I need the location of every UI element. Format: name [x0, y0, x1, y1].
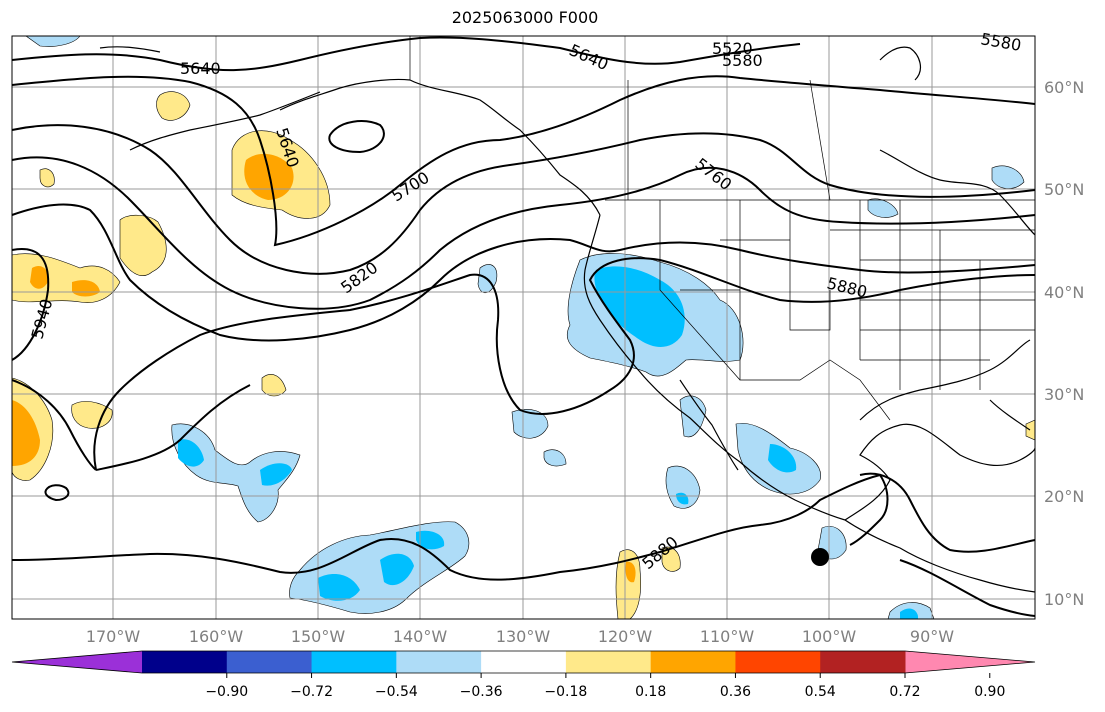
map-frame: [11, 35, 1036, 620]
lon-label: 120°W: [598, 627, 653, 646]
political-borders: [409, 36, 1035, 421]
colorbar-swatch: [396, 651, 482, 673]
contour-label: 5520: [712, 39, 753, 58]
colorbar-tick-label: −0.36: [460, 684, 503, 700]
lon-label: 130°W: [496, 627, 551, 646]
colorbar-tick-label: −0.54: [375, 684, 418, 700]
lat-label: 30°N: [1044, 385, 1084, 404]
colorbar-extension-max: [905, 651, 1035, 673]
longitude-labels: 170°W 160°W 150°W 140°W 130°W 120°W 110°…: [86, 627, 954, 646]
height-contours: [11, 36, 1036, 617]
colorbar-tick-label: 0.54: [805, 684, 836, 700]
colorbar-outline: [11, 650, 1036, 674]
colorbar: −0.90 −0.72 −0.54 −0.36 −0.18 0.18 0.36 0.54 0.7…: [11, 650, 1036, 700]
colorbar-tick-label: 0.72: [889, 684, 920, 700]
coastlines: [99, 46, 1036, 593]
contour-label: 5580: [722, 51, 763, 70]
colorbar-extension-min: [12, 651, 142, 673]
lat-label: 10°N: [1044, 590, 1084, 609]
colorbar-swatch: [735, 651, 821, 673]
lon-label: 100°W: [802, 627, 857, 646]
colorbar-tick-label: −0.18: [544, 684, 587, 700]
lat-label: 20°N: [1044, 487, 1084, 506]
negative-anomaly-shading: [25, 35, 1025, 620]
colorbar-swatch: [226, 651, 313, 673]
lon-label: 90°W: [910, 627, 954, 646]
colorbar-swatch: [481, 651, 567, 673]
lon-label: 170°W: [86, 627, 141, 646]
positive-anomaly-shading: [11, 91, 1036, 620]
contour-label: 5640: [180, 59, 221, 78]
map-title: 2025063000 F000: [451, 8, 599, 27]
colorbar-swatch: [650, 651, 736, 673]
lat-label: 60°N: [1044, 78, 1084, 97]
lat-label: 50°N: [1044, 180, 1084, 199]
colorbar-tick-label: 0.36: [720, 684, 751, 700]
graticule: [12, 36, 1035, 619]
map-panel: 5520 5580 5640 5640 5640 5700 5760 5820 …: [11, 29, 1036, 620]
colorbar-swatch: [311, 651, 397, 673]
colorbar-swatch: [565, 651, 652, 673]
colorbar-tick-label: −0.72: [290, 684, 333, 700]
location-marker: [811, 548, 829, 566]
lon-label: 110°W: [700, 627, 755, 646]
colorbar-tick-label: −0.90: [205, 684, 248, 700]
colorbar-tick-label: 0.90: [974, 684, 1005, 700]
colorbar-tick-label: 0.18: [635, 684, 666, 700]
latitude-labels: 60°N 50°N 40°N 30°N 20°N 10°N: [1044, 78, 1084, 609]
colorbar-swatch: [820, 651, 906, 673]
lon-label: 150°W: [291, 627, 346, 646]
colorbar-swatch: [142, 651, 228, 673]
lon-label: 160°W: [189, 627, 244, 646]
lat-label: 40°N: [1044, 283, 1084, 302]
lon-label: 140°W: [393, 627, 448, 646]
